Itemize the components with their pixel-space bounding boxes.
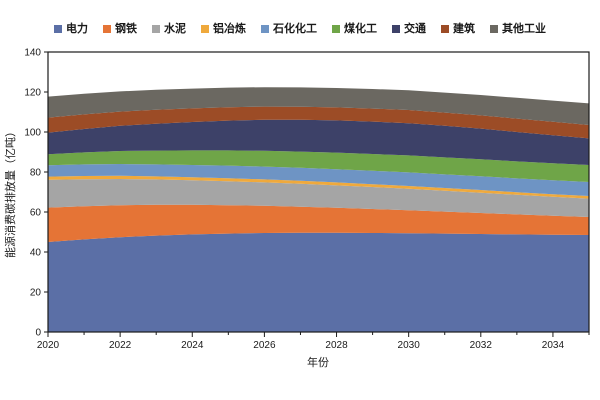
area-series-power [48,232,589,332]
legend-swatch-building [441,25,449,33]
y-tick-label: 100 [24,128,41,139]
x-tick-label: 2020 [37,340,60,351]
legend-label-cement: 水泥 [164,22,186,35]
y-tick-label: 80 [30,168,42,179]
legend-label-petrochemical: 石化化工 [273,22,317,35]
legend-label-building: 建筑 [453,22,475,35]
x-axis-title: 年份 [307,355,329,369]
area-series-transport [48,119,589,165]
x-tick-label: 2024 [181,340,204,351]
y-tick-label: 140 [24,48,41,59]
legend-swatch-aluminum-smelting [201,25,209,33]
legend-swatch-coal-chemical [332,25,340,33]
area-series-cement [48,179,589,217]
area-series-steel [48,204,589,242]
legend-label-power: 电力 [66,22,88,35]
legend-item-aluminum-smelting: 铝冶炼 [201,22,246,35]
legend-swatch-steel [103,25,111,33]
legend-label-other-industry: 其他工业 [502,22,546,35]
legend-label-aluminum-smelting: 铝冶炼 [213,22,246,35]
legend-label-transport: 交通 [404,22,426,35]
x-tick-label: 2030 [398,340,421,351]
x-tick-label: 2022 [109,340,132,351]
axes: 0 20 40 60 80 100 120 140 2020 2022 2024 2026 2028 20… [24,48,590,351]
legend-swatch-cement [152,25,160,33]
legend-item-petrochemical: 石化化工 [261,22,317,35]
legend-item-power: 电力 [54,22,88,35]
legend-swatch-transport [392,25,400,33]
legend-item-building: 建筑 [441,22,475,35]
x-tick-label: 2034 [542,340,565,351]
y-tick-label: 120 [24,88,41,99]
stacked-areas [48,87,589,332]
legend-item-cement: 水泥 [152,22,186,35]
legend-item-steel: 钢铁 [103,22,137,35]
x-tick-label: 2026 [253,340,276,351]
y-tick-label: 60 [30,208,42,219]
x-tick-label: 2032 [470,340,493,351]
area-series-petrochemical [48,164,589,196]
x-tick-label: 2028 [325,340,348,351]
area-series-other-industry [48,87,589,125]
area-series-building [48,106,589,139]
y-tick-label: 0 [35,328,41,339]
legend-item-coal-chemical: 煤化工 [332,22,377,35]
legend-item-other-industry: 其他工业 [490,22,546,35]
y-tick-label: 40 [30,248,42,259]
chart-legend: 电力 钢铁 水泥 铝冶炼 石化化工 煤化工 交通 建筑 其他工业 [0,20,600,38]
area-series-aluminum-smelting [48,175,589,199]
legend-label-steel: 钢铁 [115,22,137,35]
legend-swatch-other-industry [490,25,498,33]
legend-label-coal-chemical: 煤化工 [344,22,377,35]
legend-swatch-petrochemical [261,25,269,33]
plot-frame [47,51,590,333]
y-axis-title: 能源消费碳排放量（亿吨） [3,126,17,258]
legend-item-transport: 交通 [392,22,426,35]
legend-swatch-power [54,25,62,33]
y-tick-label: 20 [30,288,42,299]
area-series-coal-chemical [48,150,589,182]
